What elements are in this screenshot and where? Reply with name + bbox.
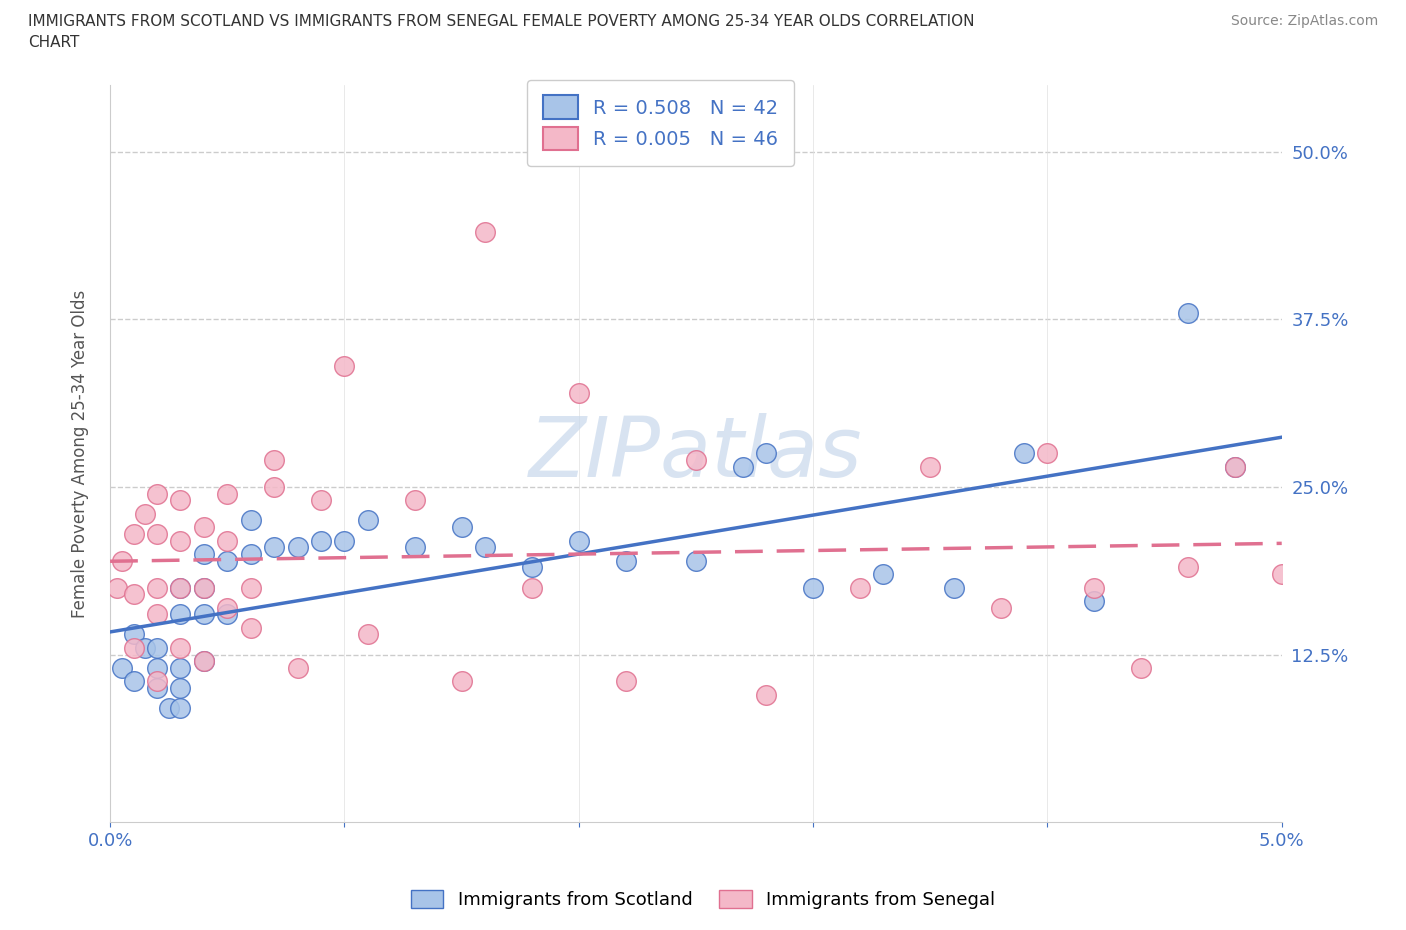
Point (450, 520, 472, 535)
Point (1130, 660, 1153, 675)
Point (193, 547, 215, 562)
Point (614, 674, 637, 689)
Point (263, 453, 285, 468)
Point (169, 641, 191, 656)
Point (357, 513, 380, 528)
Point (1271, 566, 1294, 581)
Point (942, 580, 965, 595)
Point (1177, 560, 1199, 575)
Point (217, 553, 239, 568)
Point (755, 687, 778, 702)
Point (849, 580, 872, 595)
Point (146, 641, 169, 656)
Point (217, 533, 239, 548)
Point (263, 480, 285, 495)
Text: ZIPatlas: ZIPatlas (529, 413, 863, 494)
Point (1012, 446, 1035, 461)
Point (146, 674, 169, 689)
Point (1083, 580, 1105, 595)
Point (193, 607, 215, 622)
Point (134, 506, 156, 521)
Point (122, 641, 145, 656)
Point (122, 627, 145, 642)
Point (169, 580, 191, 595)
Point (169, 533, 191, 548)
Legend: R = 0.508   N = 42, R = 0.005   N = 46: R = 0.508 N = 42, R = 0.005 N = 46 (527, 80, 794, 166)
Point (685, 453, 707, 468)
Point (146, 526, 169, 541)
Point (309, 533, 332, 548)
Point (357, 627, 380, 642)
Point (169, 607, 191, 622)
Point (169, 701, 191, 716)
Point (157, 701, 180, 716)
Point (755, 446, 778, 461)
Point (333, 359, 356, 374)
Point (146, 580, 169, 595)
Point (568, 386, 591, 401)
Text: IMMIGRANTS FROM SCOTLAND VS IMMIGRANTS FROM SENEGAL FEMALE POVERTY AMONG 25-34 Y: IMMIGRANTS FROM SCOTLAND VS IMMIGRANTS F… (28, 14, 974, 29)
Point (193, 580, 215, 595)
Point (239, 620, 262, 635)
Point (193, 654, 215, 669)
Text: CHART: CHART (28, 35, 80, 50)
Point (1036, 446, 1059, 461)
Point (146, 486, 169, 501)
Point (801, 580, 824, 595)
Point (1083, 593, 1105, 608)
Point (122, 526, 145, 541)
Point (872, 566, 894, 581)
Point (169, 580, 191, 595)
Point (111, 553, 134, 568)
Point (217, 486, 239, 501)
Point (309, 493, 332, 508)
Point (990, 600, 1012, 615)
Point (217, 600, 239, 615)
Point (404, 539, 426, 554)
Point (239, 513, 262, 528)
Point (520, 560, 543, 575)
Point (568, 533, 591, 548)
Point (105, 580, 128, 595)
Point (169, 681, 191, 696)
Point (474, 225, 496, 240)
Point (217, 607, 239, 622)
Point (1177, 305, 1199, 320)
Point (111, 660, 134, 675)
Point (146, 681, 169, 696)
Point (169, 660, 191, 675)
Point (263, 539, 285, 554)
Point (450, 674, 472, 689)
Point (685, 553, 707, 568)
Point (1223, 459, 1246, 474)
Y-axis label: Female Poverty Among 25-34 Year Olds: Female Poverty Among 25-34 Year Olds (72, 289, 89, 618)
Point (239, 580, 262, 595)
Point (920, 459, 942, 474)
Point (287, 539, 309, 554)
Point (193, 654, 215, 669)
Point (146, 660, 169, 675)
Point (239, 547, 262, 562)
Point (146, 607, 169, 622)
Point (287, 660, 309, 675)
Point (122, 587, 145, 602)
Point (520, 580, 543, 595)
Point (193, 580, 215, 595)
Point (404, 493, 426, 508)
Point (122, 674, 145, 689)
Point (614, 553, 637, 568)
Point (474, 539, 496, 554)
Point (169, 493, 191, 508)
Point (731, 459, 754, 474)
Point (134, 641, 156, 656)
Point (333, 533, 356, 548)
Point (1223, 459, 1246, 474)
Point (193, 520, 215, 535)
Text: Source: ZipAtlas.com: Source: ZipAtlas.com (1230, 14, 1378, 28)
Legend: Immigrants from Scotland, Immigrants from Senegal: Immigrants from Scotland, Immigrants fro… (404, 883, 1002, 916)
